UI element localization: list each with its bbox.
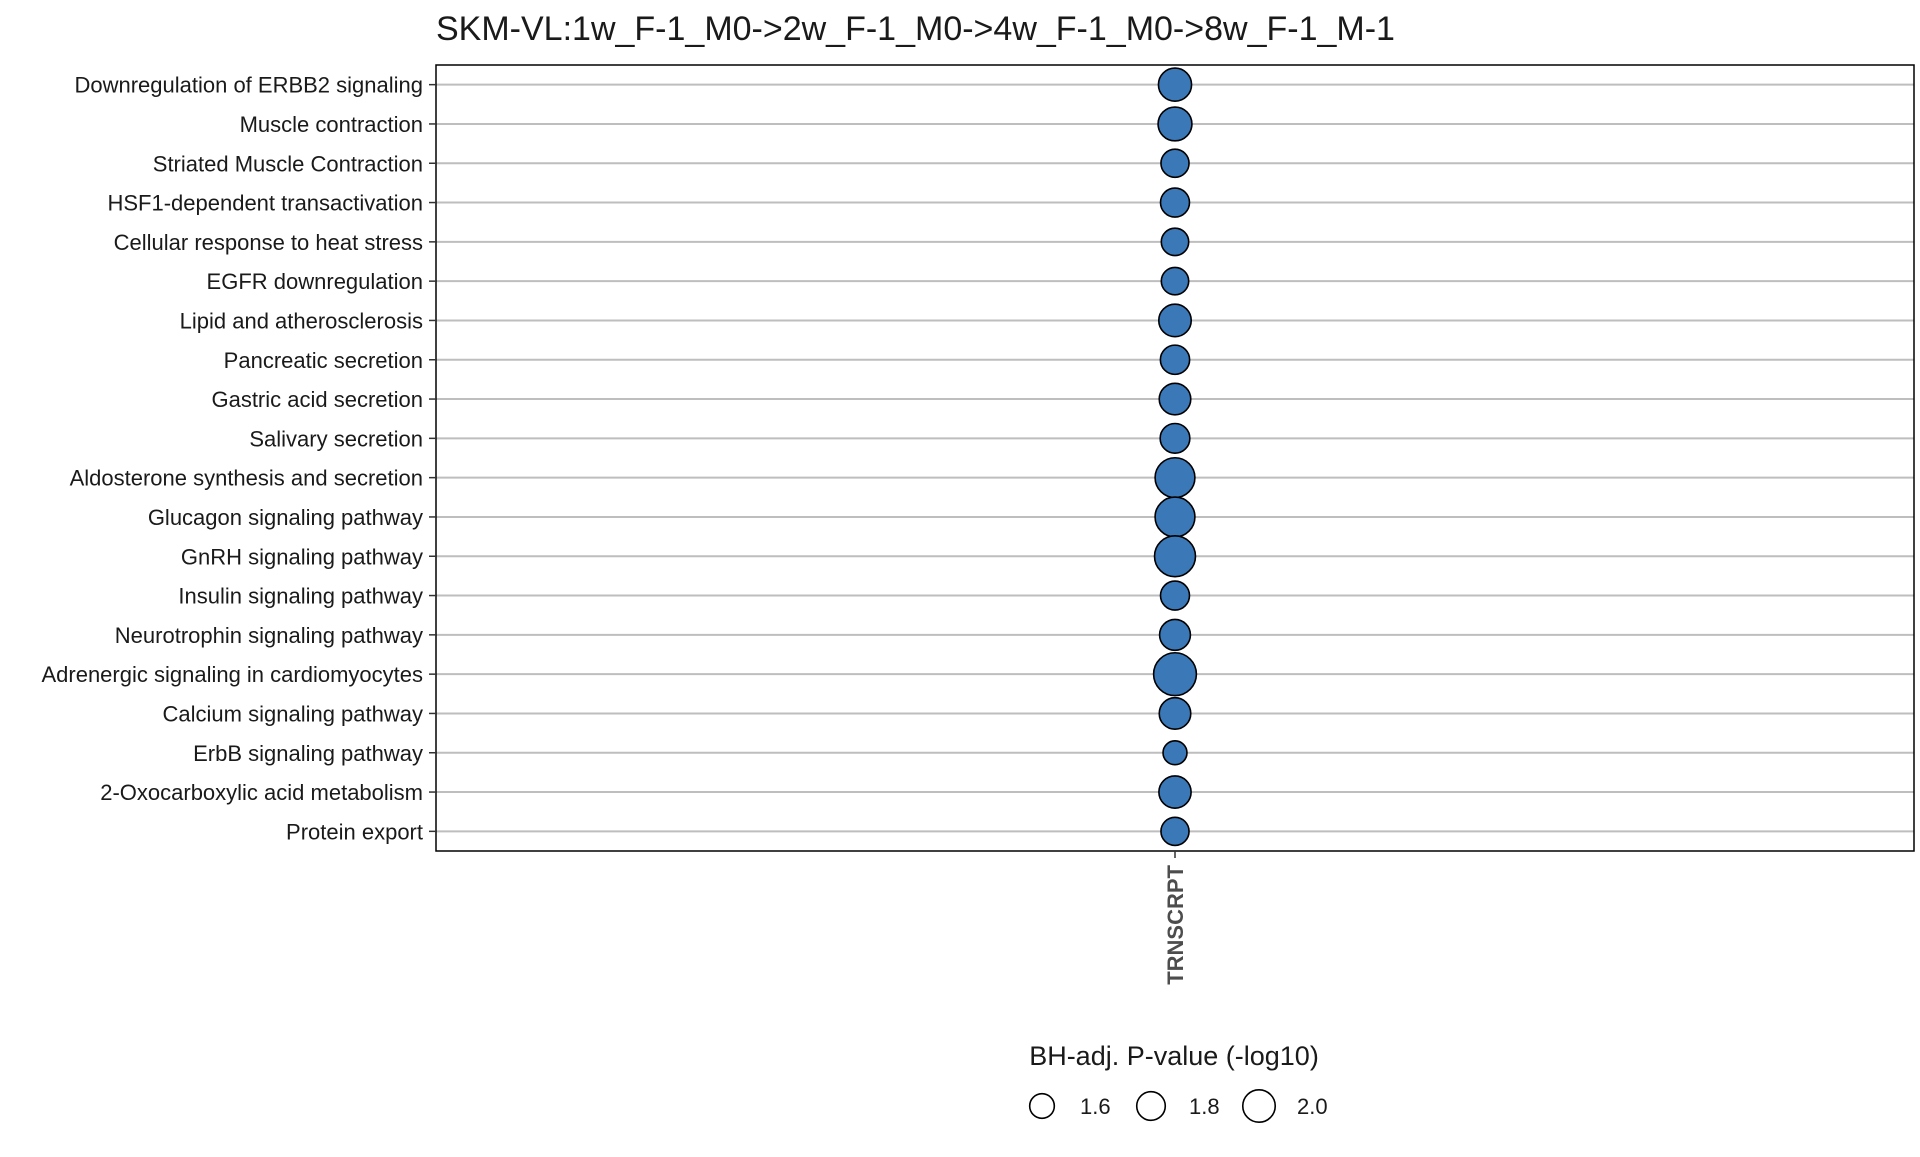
size-legend-label: 1.6 [1080, 1094, 1111, 1119]
y-tick-label: Pancreatic secretion [224, 348, 423, 373]
x-tick-label: TRNSCRPT [1163, 864, 1188, 984]
y-tick-label: HSF1-dependent transactivation [107, 191, 423, 216]
size-legend-items: 1.6 1.8 2.0 [1028, 1088, 1328, 1124]
data-point [1154, 456, 1196, 499]
y-tick-label: ErbB signaling pathway [193, 741, 423, 766]
data-point [1158, 775, 1192, 809]
data-point [1153, 534, 1197, 578]
y-tick-label: 2-Oxocarboxylic acid metabolism [100, 780, 423, 805]
size-legend-label: 2.0 [1297, 1094, 1328, 1119]
y-tick-label: Muscle contraction [240, 112, 423, 137]
y-tick-label: Aldosterone synthesis and secretion [70, 466, 423, 491]
y-tick-label: Salivary secretion [249, 426, 423, 451]
y-tick-label: GnRH signaling pathway [181, 544, 423, 569]
data-point [1157, 67, 1193, 103]
data-point [1158, 696, 1192, 731]
y-tick-label: Glucagon signaling pathway [148, 505, 423, 530]
data-point [1160, 266, 1190, 296]
data-point [1159, 580, 1191, 611]
size-legend-label: 1.8 [1189, 1094, 1220, 1119]
data-point [1159, 344, 1191, 376]
data-point [1162, 739, 1188, 766]
y-tick-label: Lipid and atherosclerosis [180, 308, 423, 333]
y-tick-label: Insulin signaling pathway [178, 584, 423, 609]
size-legend-key [1135, 1090, 1167, 1122]
y-tick-label: Neurotrophin signaling pathway [115, 623, 423, 648]
y-tick-label: Cellular response to heat stress [114, 230, 423, 255]
data-point [1160, 227, 1190, 257]
chart-title: SKM-VL:1w_F-1_M0->2w_F-1_M0->4w_F-1_M0->… [436, 10, 1395, 48]
data-point [1159, 422, 1191, 454]
data-point [1157, 106, 1193, 142]
y-tick-label: Gastric acid secretion [211, 387, 423, 412]
data-point [1158, 618, 1192, 652]
y-tick-label: Adrenergic signaling in cardiomyocytes [41, 662, 423, 687]
y-tick-label: Downregulation of ERBB2 signaling [74, 73, 423, 98]
size-legend-key [1028, 1092, 1056, 1120]
y-axis-labels: Downregulation of ERBB2 signaling Muscle … [41, 73, 423, 845]
data-point [1157, 303, 1193, 338]
data-point [1158, 382, 1192, 416]
data-points [1152, 67, 1198, 847]
y-tick-label: Striated Muscle Contraction [153, 151, 423, 176]
data-point [1160, 816, 1190, 847]
x-axis: TRNSCRPT [1163, 851, 1188, 985]
y-tick-label: EGFR downregulation [207, 269, 423, 294]
data-point [1160, 148, 1190, 179]
data-point [1154, 496, 1196, 538]
size-legend-title: BH-adj. P-value (-log10) [1029, 1041, 1319, 1071]
y-tick-label: Calcium signaling pathway [163, 701, 423, 726]
data-point [1159, 187, 1191, 218]
y-tick-label: Protein export [286, 819, 423, 844]
size-legend-key [1241, 1088, 1277, 1124]
y-axis-ticks [429, 83, 436, 833]
data-point [1152, 651, 1198, 697]
